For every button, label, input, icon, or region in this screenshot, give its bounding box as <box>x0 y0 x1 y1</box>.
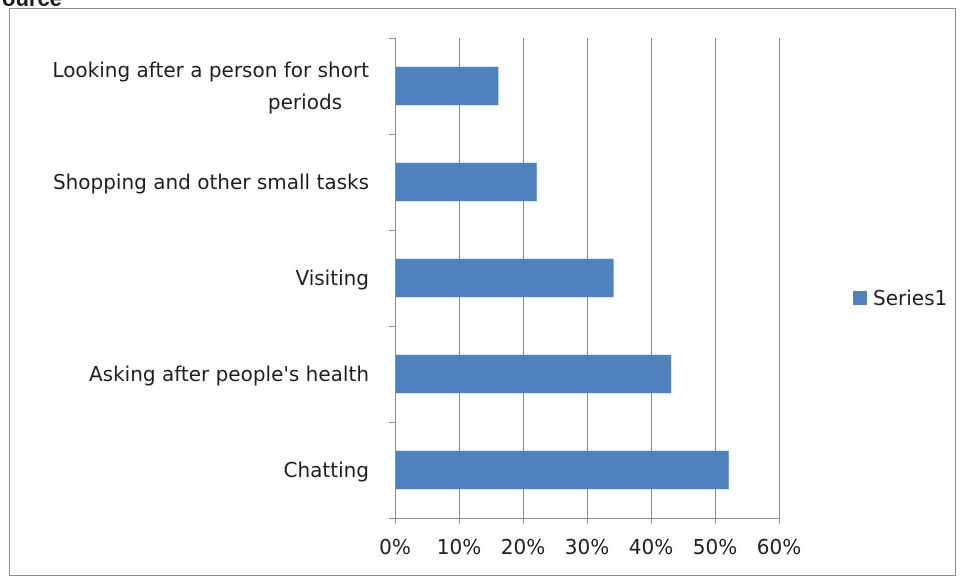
x-tick-label-0: 0% <box>379 535 411 559</box>
x-tick-label-2: 20% <box>501 535 545 559</box>
bar-2 <box>396 258 614 298</box>
legend-swatch-series1 <box>853 291 867 305</box>
category-label-2: Visiting <box>295 266 369 290</box>
x-tick-label-6: 60% <box>757 535 801 559</box>
x-tick-labels: 0% 10% 20% 30% 40% 50% 60% <box>379 535 801 559</box>
category-label-3: Asking after people's health <box>89 362 369 386</box>
legend: Series1 <box>853 286 947 310</box>
legend-label-series1: Series1 <box>873 286 947 310</box>
partial-header-text: ource <box>2 0 62 12</box>
x-tick-label-4: 40% <box>629 535 673 559</box>
bars <box>396 66 729 490</box>
category-label-1: Shopping and other small tasks <box>53 170 369 194</box>
category-labels: Looking after a person for short periods S… <box>52 58 369 482</box>
bar-4 <box>396 450 729 490</box>
x-tick-label-1: 10% <box>437 535 481 559</box>
bar-0 <box>396 66 499 106</box>
category-label-4: Chatting <box>283 458 369 482</box>
axes <box>389 38 780 524</box>
category-label-0: Looking after a person for short periods <box>52 58 369 114</box>
x-tick-label-3: 30% <box>565 535 609 559</box>
bar-1 <box>396 162 537 202</box>
bar-3 <box>396 354 672 394</box>
x-tick-label-5: 50% <box>693 535 737 559</box>
